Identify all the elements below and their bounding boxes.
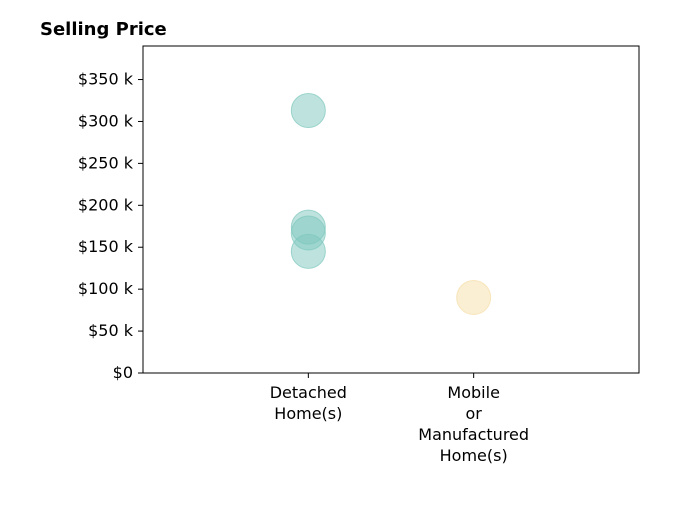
x-tick-label: Detached Home(s) <box>270 383 347 423</box>
data-point <box>290 93 326 129</box>
y-tick-label: $150 k <box>78 237 134 256</box>
chart-title: Selling Price <box>40 19 167 40</box>
x-tick-label-line: Mobile <box>447 383 499 402</box>
y-tick-label: $300 k <box>78 111 134 130</box>
data-point <box>290 233 326 269</box>
y-tick-label: $350 k <box>78 70 134 89</box>
y-tick-label: $0 <box>113 363 133 382</box>
y-tick-label: $50 k <box>88 321 134 340</box>
marks-layer <box>290 93 492 316</box>
y-tick-label: $200 k <box>78 195 134 214</box>
y-axis: $0 $50 k $100 k $150 k $200 k $250 k $300 k $35… <box>78 70 143 382</box>
x-tick-label-line: or <box>465 404 482 423</box>
x-tick-label-line: Manufactured <box>418 425 529 444</box>
x-tick-label-line: Detached <box>270 383 347 402</box>
x-tick-label-line: Home(s) <box>274 404 342 423</box>
x-tick-label: Mobile or Manufactured Home(s) <box>418 383 529 465</box>
x-tick-label-line: Home(s) <box>440 446 508 465</box>
x-axis: Detached Home(s) Mobile or Manufactured Home(… <box>270 373 529 465</box>
plot-frame <box>142 45 640 374</box>
y-tick-label: $250 k <box>78 153 134 172</box>
data-point <box>456 280 492 316</box>
y-tick-label: $100 k <box>78 279 134 298</box>
